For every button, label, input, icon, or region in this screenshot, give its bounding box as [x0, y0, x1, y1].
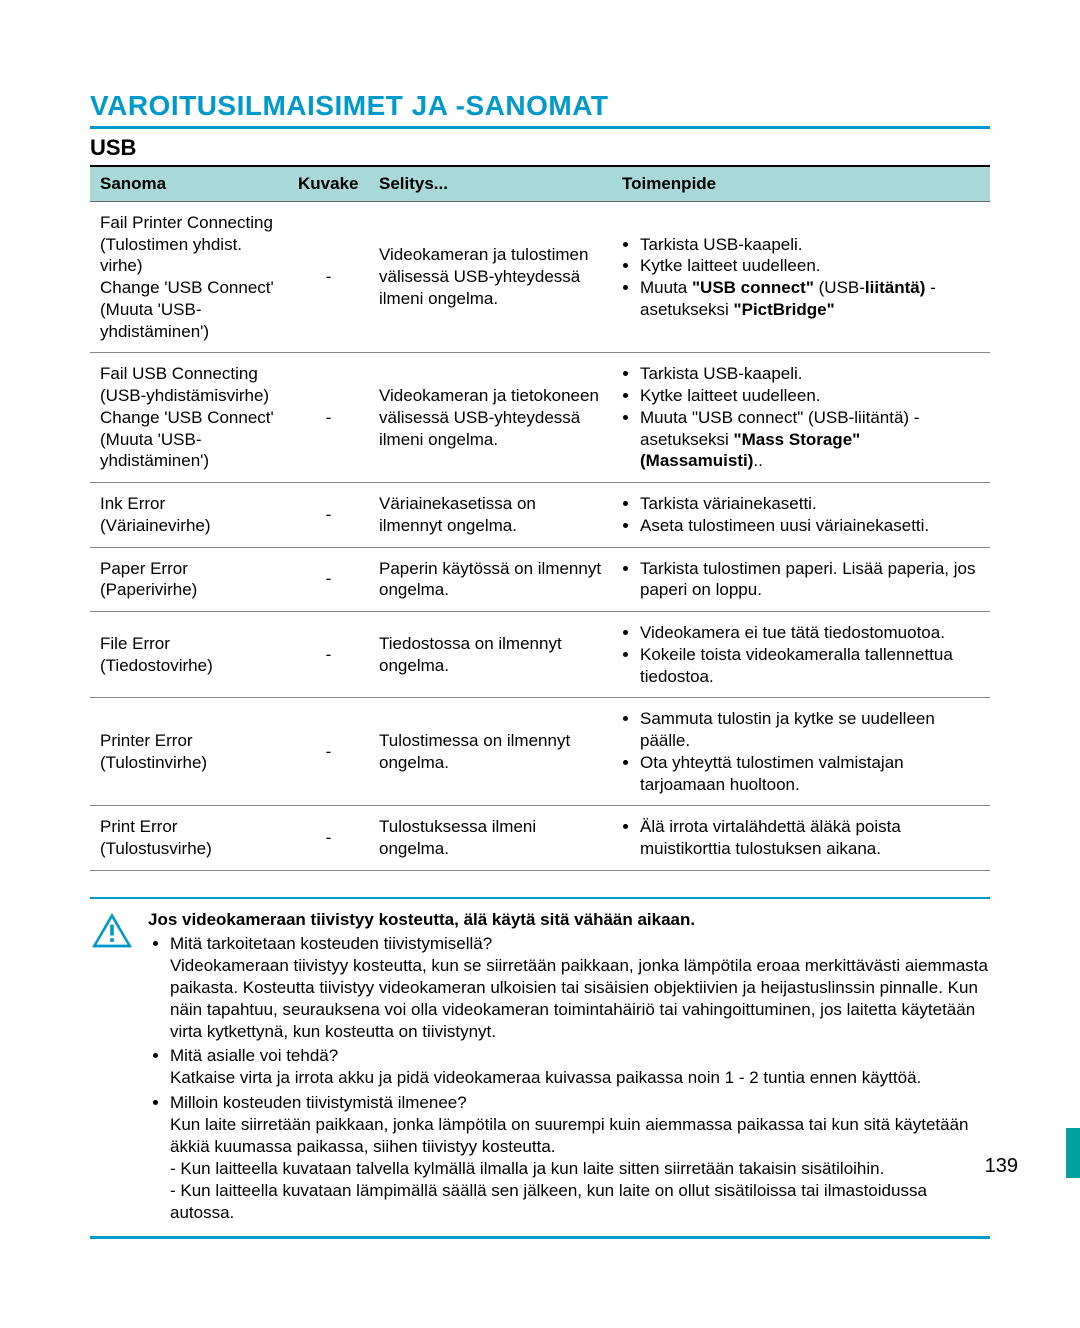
table-row: Print Error (Tulostusvirhe)-Tulostuksess…	[90, 806, 990, 871]
cell-icon: -	[288, 483, 369, 548]
cell-icon: -	[288, 201, 369, 353]
cell-msg: Fail USB Connecting (USB-yhdistämisvirhe…	[90, 353, 288, 483]
table-row: Fail Printer Connecting (Tulostimen yhdi…	[90, 201, 990, 353]
action-item: Kokeile toista videokameralla tallennett…	[640, 644, 980, 688]
cell-explanation: Tulostimessa on ilmennyt ongelma.	[369, 698, 612, 806]
warning-title: Jos videokameraan tiivistyy kosteutta, ä…	[148, 909, 990, 931]
action-item: Tarkista tulostimen paperi. Lisää paperi…	[640, 558, 980, 602]
cell-explanation: Paperin käytössä on ilmennyt ongelma.	[369, 547, 612, 612]
cell-explanation: Tulostuksessa ilmeni ongelma.	[369, 806, 612, 871]
cell-action: Älä irrota virtalähdettä äläkä poista mu…	[612, 806, 990, 871]
warning-box: Jos videokameraan tiivistyy kosteutta, ä…	[90, 897, 990, 1239]
usb-table: Sanoma Kuvake Selitys... Toimenpide Fail…	[90, 165, 990, 871]
edge-tab	[1066, 1128, 1080, 1178]
cell-icon: -	[288, 353, 369, 483]
table-row: File Error (Tiedostovirhe)-Tiedostossa o…	[90, 612, 990, 698]
cell-icon: -	[288, 547, 369, 612]
action-item: Muuta "USB connect" (USB-liitäntä) -aset…	[640, 277, 980, 321]
cell-explanation: Videokameran ja tietokoneen välisessä US…	[369, 353, 612, 483]
cell-msg: Ink Error (Väriainevirhe)	[90, 483, 288, 548]
action-item: Tarkista väriainekasetti.	[640, 493, 980, 515]
warning-item: Milloin kosteuden tiivistymistä ilmenee?…	[170, 1092, 990, 1225]
action-item: Tarkista USB-kaapeli.	[640, 363, 980, 385]
section-subtitle: USB	[90, 135, 990, 161]
warning-item: Mitä tarkoitetaan kosteuden tiivistymise…	[170, 933, 990, 1043]
page-title: VAROITUSILMAISIMET JA -SANOMAT	[90, 90, 990, 129]
cell-action: Tarkista väriainekasetti.Aseta tulostime…	[612, 483, 990, 548]
table-row: Fail USB Connecting (USB-yhdistämisvirhe…	[90, 353, 990, 483]
warning-list: Mitä tarkoitetaan kosteuden tiivistymise…	[148, 933, 990, 1224]
action-item: Ota yhteyttä tulostimen valmistajan tarj…	[640, 752, 980, 796]
table-header-row: Sanoma Kuvake Selitys... Toimenpide	[90, 166, 990, 201]
th-exp: Selitys...	[369, 166, 612, 201]
action-item: Kytke laitteet uudelleen.	[640, 255, 980, 277]
cell-msg: Print Error (Tulostusvirhe)	[90, 806, 288, 871]
cell-msg: Paper Error (Paperivirhe)	[90, 547, 288, 612]
warning-item: Mitä asialle voi tehdä?Katkaise virta ja…	[170, 1045, 990, 1089]
action-item: Videokamera ei tue tätä tiedostomuotoa.	[640, 622, 980, 644]
action-item: Aseta tulostimeen uusi väriainekasetti.	[640, 515, 980, 537]
th-msg: Sanoma	[90, 166, 288, 201]
th-icon: Kuvake	[288, 166, 369, 201]
cell-msg: File Error (Tiedostovirhe)	[90, 612, 288, 698]
table-row: Printer Error (Tulostinvirhe)-Tulostimes…	[90, 698, 990, 806]
cell-explanation: Videokameran ja tulostimen välisessä USB…	[369, 201, 612, 353]
cell-msg: Fail Printer Connecting (Tulostimen yhdi…	[90, 201, 288, 353]
cell-action: Tarkista USB-kaapeli.Kytke laitteet uude…	[612, 353, 990, 483]
cell-explanation: Tiedostossa on ilmennyt ongelma.	[369, 612, 612, 698]
cell-action: Tarkista tulostimen paperi. Lisää paperi…	[612, 547, 990, 612]
cell-msg: Printer Error (Tulostinvirhe)	[90, 698, 288, 806]
cell-explanation: Väriainekasetissa on ilmennyt ongelma.	[369, 483, 612, 548]
action-item: Kytke laitteet uudelleen.	[640, 385, 980, 407]
warning-body: Jos videokameraan tiivistyy kosteutta, ä…	[148, 909, 990, 1226]
cell-action: Sammuta tulostin ja kytke se uudelleen p…	[612, 698, 990, 806]
cell-action: Videokamera ei tue tätä tiedostomuotoa.K…	[612, 612, 990, 698]
cell-icon: -	[288, 612, 369, 698]
action-item: Muuta "USB connect" (USB-liitäntä) -aset…	[640, 407, 980, 472]
table-row: Ink Error (Väriainevirhe)-Väriainekaseti…	[90, 483, 990, 548]
cell-icon: -	[288, 806, 369, 871]
warning-icon	[90, 909, 134, 1226]
cell-icon: -	[288, 698, 369, 806]
page-number: 139	[985, 1155, 1018, 1178]
page-root: VAROITUSILMAISIMET JA -SANOMAT USB Sanom…	[0, 0, 1080, 1279]
cell-action: Tarkista USB-kaapeli.Kytke laitteet uude…	[612, 201, 990, 353]
action-item: Älä irrota virtalähdettä äläkä poista mu…	[640, 816, 980, 860]
th-act: Toimenpide	[612, 166, 990, 201]
table-row: Paper Error (Paperivirhe)-Paperin käytös…	[90, 547, 990, 612]
action-item: Tarkista USB-kaapeli.	[640, 234, 980, 256]
action-item: Sammuta tulostin ja kytke se uudelleen p…	[640, 708, 980, 752]
